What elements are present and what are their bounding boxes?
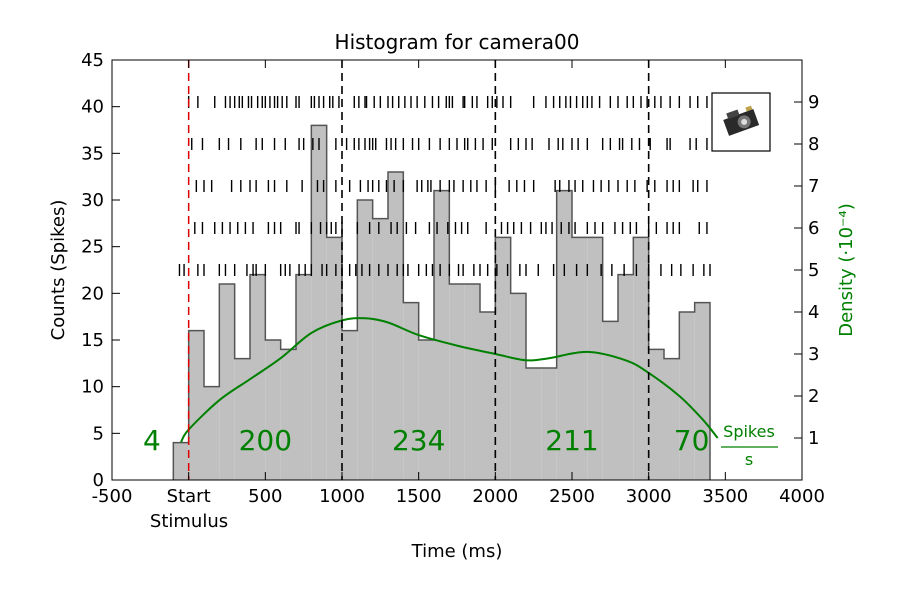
histogram-bar	[449, 284, 465, 480]
histogram-bar	[280, 349, 296, 480]
histogram-bars	[172, 124, 711, 480]
y-tick-label: 45	[81, 50, 104, 71]
y2-tick-label: 3	[808, 344, 819, 365]
inset-box	[711, 92, 771, 152]
rate-unit-denominator: s	[745, 450, 753, 469]
x-axis-label: Time (ms)	[411, 541, 503, 562]
histogram-bar	[250, 274, 266, 480]
histogram-bar	[418, 340, 434, 480]
y-tick-label: 35	[81, 143, 104, 164]
vertical-markers	[187, 60, 650, 480]
x-tick-label: 500	[248, 486, 282, 507]
y-tick-label: 20	[81, 283, 104, 304]
histogram-bar	[173, 442, 189, 480]
y-tick-label: 15	[81, 330, 104, 351]
histogram-bar	[587, 237, 603, 480]
histogram-bar	[342, 330, 358, 480]
x-tick-label: Start	[167, 486, 211, 507]
y2-tick-label: 1	[808, 428, 819, 449]
histogram-bar	[510, 293, 526, 480]
x-tick-label: 2000	[472, 486, 518, 507]
segment-count-label: 70	[674, 424, 710, 457]
histogram-bar	[296, 274, 312, 480]
histogram-bar	[403, 302, 419, 480]
segment-count-label: 200	[239, 424, 292, 457]
histogram-bar	[526, 368, 542, 480]
histogram-bar	[618, 274, 634, 480]
histogram-bar	[633, 237, 649, 480]
stimulus-tick-label: Stimulus	[150, 511, 228, 532]
histogram-bar	[556, 190, 572, 480]
histogram-bar	[219, 284, 235, 480]
histogram-bar	[204, 386, 220, 480]
x-tick-label: 4000	[779, 486, 825, 507]
y2-tick-label: 7	[808, 176, 819, 197]
y2-tick-label: 9	[808, 92, 819, 113]
segment-count-label: 211	[545, 424, 598, 457]
y-axis-label: Counts (Spikes)	[48, 200, 69, 341]
y2-tick-label: 4	[808, 302, 819, 323]
x-tick-label: 3500	[702, 486, 748, 507]
y-tick-label: 40	[81, 97, 104, 118]
histogram-bar	[434, 190, 450, 480]
histogram-bar	[679, 312, 695, 480]
histogram-bar	[541, 368, 557, 480]
axis-ticks: -500 Start 500 1000 1500 2000 2500 3000 3500 4000…	[81, 50, 825, 507]
segment-count-labels: 4 200 234 211 70	[143, 424, 709, 457]
histogram-bar	[464, 284, 480, 480]
y-tick-label: 10	[81, 377, 104, 398]
histogram-bar	[372, 218, 388, 480]
x-tick-label: 2500	[549, 486, 595, 507]
y2-tick-label: 2	[808, 386, 819, 407]
histogram-bar	[234, 358, 250, 480]
y-tick-label: 25	[81, 237, 104, 258]
y2-tick-label: 5	[808, 260, 819, 281]
histogram-bar	[602, 321, 618, 480]
camera-icon	[723, 105, 760, 136]
histogram-bar	[694, 302, 710, 480]
y2-axis-label: Density (·10⁻⁴)	[836, 203, 857, 337]
histogram-bar	[495, 237, 511, 480]
histogram-bar	[572, 237, 588, 480]
x-tick-label: -500	[92, 486, 133, 507]
histogram-bar	[648, 349, 664, 480]
y2-tick-label: 6	[808, 218, 819, 239]
y-tick-label: 5	[93, 423, 104, 444]
chart-title: Histogram for camera00	[335, 30, 580, 54]
segment-count-label: 234	[392, 424, 445, 457]
y2-tick-label: 8	[808, 134, 819, 155]
x-tick-label: 3000	[626, 486, 672, 507]
histogram-bar	[311, 125, 327, 480]
segment-count-label: 4	[143, 424, 161, 457]
y-tick-label: 30	[81, 190, 104, 211]
histogram-bar	[326, 237, 342, 480]
histogram-bar	[357, 200, 373, 480]
x-tick-label: 1000	[319, 486, 365, 507]
density-curve	[180, 317, 719, 443]
histogram-bar	[664, 358, 680, 480]
histogram-bar	[480, 312, 496, 480]
spike-raster	[178, 96, 714, 276]
x-tick-label: 1500	[396, 486, 442, 507]
rate-unit-numerator: Spikes	[723, 422, 775, 441]
histogram-bar	[265, 340, 281, 480]
y-tick-label: 0	[93, 470, 104, 491]
histogram-bar	[188, 330, 204, 480]
